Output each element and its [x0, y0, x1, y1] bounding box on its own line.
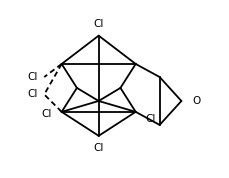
Text: Cl: Cl [27, 89, 37, 100]
Text: Cl: Cl [27, 72, 37, 82]
Text: Cl: Cl [145, 114, 155, 124]
Text: Cl: Cl [93, 19, 104, 29]
Text: Cl: Cl [41, 109, 51, 119]
Text: O: O [192, 96, 200, 106]
Text: Cl: Cl [93, 143, 104, 153]
